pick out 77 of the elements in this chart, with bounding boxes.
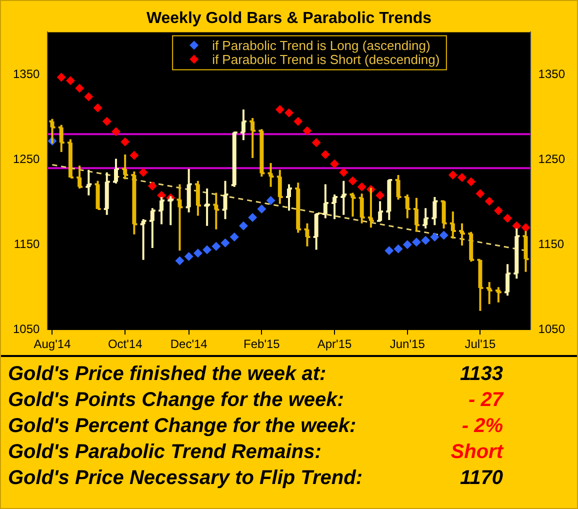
- point: [175, 256, 184, 266]
- point: [330, 159, 340, 168]
- point: [384, 246, 394, 256]
- point: [312, 138, 321, 148]
- x-tick-label: Jul'15: [464, 337, 496, 352]
- legend-label: if Parabolic Trend is Long (ascending): [212, 38, 430, 53]
- point: [56, 72, 66, 82]
- y2-tick-label: 1150: [538, 236, 564, 251]
- x-tick-label: Feb'15: [244, 337, 280, 352]
- point: [394, 244, 403, 254]
- point: [220, 238, 230, 248]
- text: 1170: [458, 466, 503, 491]
- point: [521, 223, 530, 232]
- x-tick-label: Apr'15: [317, 337, 352, 352]
- point: [430, 232, 440, 242]
- point: [102, 116, 112, 126]
- y-tick-label: 1250: [12, 152, 40, 166]
- point: [212, 242, 221, 251]
- point: [230, 232, 239, 242]
- text: Gold's Price Necessary to Flip Trend:: [7, 466, 364, 491]
- point: [257, 204, 266, 214]
- chart-title: Weekly Gold Bars & Parabolic Trends: [146, 10, 432, 28]
- point: [476, 189, 485, 198]
- point: [111, 127, 120, 136]
- x-tick-label: Oct'14: [108, 337, 143, 352]
- point: [148, 182, 157, 190]
- y-tick-label: 1350: [12, 67, 40, 81]
- x-tick-label: Aug'14: [34, 337, 72, 352]
- point: [266, 196, 276, 205]
- point: [193, 248, 202, 258]
- text: - 2%: [460, 414, 503, 439]
- point: [184, 252, 194, 262]
- point: [376, 190, 385, 200]
- legend-label: if Parabolic Trend is Short (descending): [212, 52, 440, 67]
- point: [275, 105, 284, 114]
- y2-tick-label: 1250: [538, 152, 566, 166]
- text: Gold's Parabolic Trend Remains:: [7, 440, 322, 465]
- point: [494, 206, 503, 216]
- point: [320, 150, 330, 160]
- x-tick-label: Jun'15: [390, 337, 426, 352]
- point: [439, 230, 448, 240]
- point: [348, 176, 358, 186]
- y2-tick-label: 1350: [538, 67, 566, 81]
- text: Short: [450, 440, 503, 465]
- text: Gold's Percent Change for the week:: [7, 414, 358, 439]
- point: [412, 238, 421, 247]
- point: [66, 76, 75, 86]
- x-tick-label: Dec'14: [170, 337, 208, 352]
- point: [93, 103, 102, 112]
- point: [448, 170, 458, 180]
- point: [120, 137, 130, 146]
- point: [503, 214, 512, 223]
- point: [130, 150, 139, 160]
- point: [466, 177, 476, 186]
- point: [284, 108, 294, 118]
- y-tick-label: 1150: [14, 236, 40, 251]
- point: [484, 196, 494, 206]
- text: 1133: [458, 362, 503, 387]
- text: Gold's Points Change for the week:: [7, 388, 345, 413]
- point: [458, 173, 467, 182]
- point: [512, 221, 522, 230]
- point: [402, 240, 412, 250]
- point: [202, 245, 212, 254]
- text: - 27: [468, 388, 503, 413]
- point: [339, 168, 348, 177]
- point: [75, 84, 84, 93]
- point: [248, 212, 258, 222]
- y2-tick-label: 1050: [538, 322, 566, 336]
- point: [294, 116, 303, 126]
- y-tick-label: 1050: [12, 322, 40, 336]
- text: Gold's Price finished the week at:: [7, 362, 328, 387]
- point: [138, 168, 148, 177]
- point: [84, 92, 94, 102]
- point: [238, 221, 248, 230]
- point: [357, 182, 366, 192]
- point: [421, 236, 430, 245]
- point: [302, 126, 312, 136]
